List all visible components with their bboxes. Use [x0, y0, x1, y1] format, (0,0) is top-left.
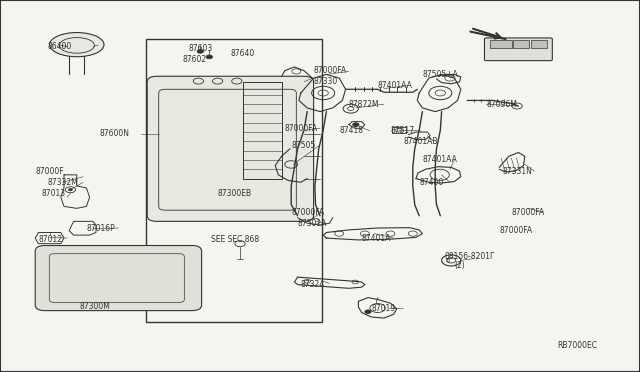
Text: 87400: 87400 — [419, 178, 444, 187]
Text: 86400: 86400 — [48, 42, 72, 51]
Bar — [490, 40, 512, 48]
Text: (2): (2) — [454, 262, 465, 270]
Text: 87300EB: 87300EB — [218, 189, 252, 198]
Bar — [392, 127, 406, 133]
Bar — [146, 39, 322, 322]
Text: 87012: 87012 — [38, 235, 63, 244]
Text: 87331N: 87331N — [502, 167, 532, 176]
Bar — [513, 40, 529, 48]
Text: 87330: 87330 — [314, 77, 338, 86]
Text: 87000FA: 87000FA — [285, 124, 318, 133]
Ellipse shape — [50, 33, 104, 57]
Text: 87872M: 87872M — [349, 100, 380, 109]
Circle shape — [206, 55, 212, 59]
Text: 87517: 87517 — [390, 126, 415, 135]
Text: 87505+A: 87505+A — [422, 70, 458, 79]
FancyBboxPatch shape — [484, 38, 552, 61]
Text: 87401AA: 87401AA — [422, 155, 457, 164]
FancyBboxPatch shape — [35, 246, 202, 311]
Text: SEE SEC.868: SEE SEC.868 — [211, 235, 259, 244]
Text: 87401AB: 87401AB — [403, 137, 438, 146]
Text: 87603: 87603 — [189, 44, 213, 53]
Text: 87013: 87013 — [42, 189, 66, 198]
Circle shape — [197, 49, 204, 53]
Circle shape — [68, 189, 72, 191]
Text: 87600N: 87600N — [99, 129, 129, 138]
Circle shape — [353, 123, 359, 126]
FancyBboxPatch shape — [147, 76, 314, 221]
Text: 87019: 87019 — [371, 304, 396, 313]
Text: 87000F: 87000F — [35, 167, 64, 176]
Text: 87324: 87324 — [301, 280, 325, 289]
Text: 87640: 87640 — [230, 49, 255, 58]
Text: 08156-8201Γ: 08156-8201Γ — [445, 252, 495, 261]
Text: 87501A: 87501A — [298, 219, 327, 228]
Bar — [531, 40, 547, 48]
Text: 87096M: 87096M — [486, 100, 517, 109]
Text: 87000FA: 87000FA — [291, 208, 324, 217]
Text: 87000FA: 87000FA — [499, 226, 532, 235]
Text: B: B — [446, 258, 450, 263]
Text: 87300M: 87300M — [80, 302, 111, 311]
Text: 87401A: 87401A — [362, 234, 391, 243]
Text: 87332M: 87332M — [48, 178, 79, 187]
Text: RB7000EC: RB7000EC — [557, 341, 596, 350]
Text: 87418: 87418 — [339, 126, 364, 135]
Text: 87505: 87505 — [291, 141, 316, 150]
Text: 87016P: 87016P — [86, 224, 115, 233]
Text: 87602: 87602 — [182, 55, 207, 64]
Text: 87000FA: 87000FA — [314, 66, 347, 75]
Bar — [243, 82, 282, 179]
Text: 87401AA: 87401AA — [378, 81, 412, 90]
Circle shape — [365, 310, 371, 314]
Text: 87000FA: 87000FA — [512, 208, 545, 217]
